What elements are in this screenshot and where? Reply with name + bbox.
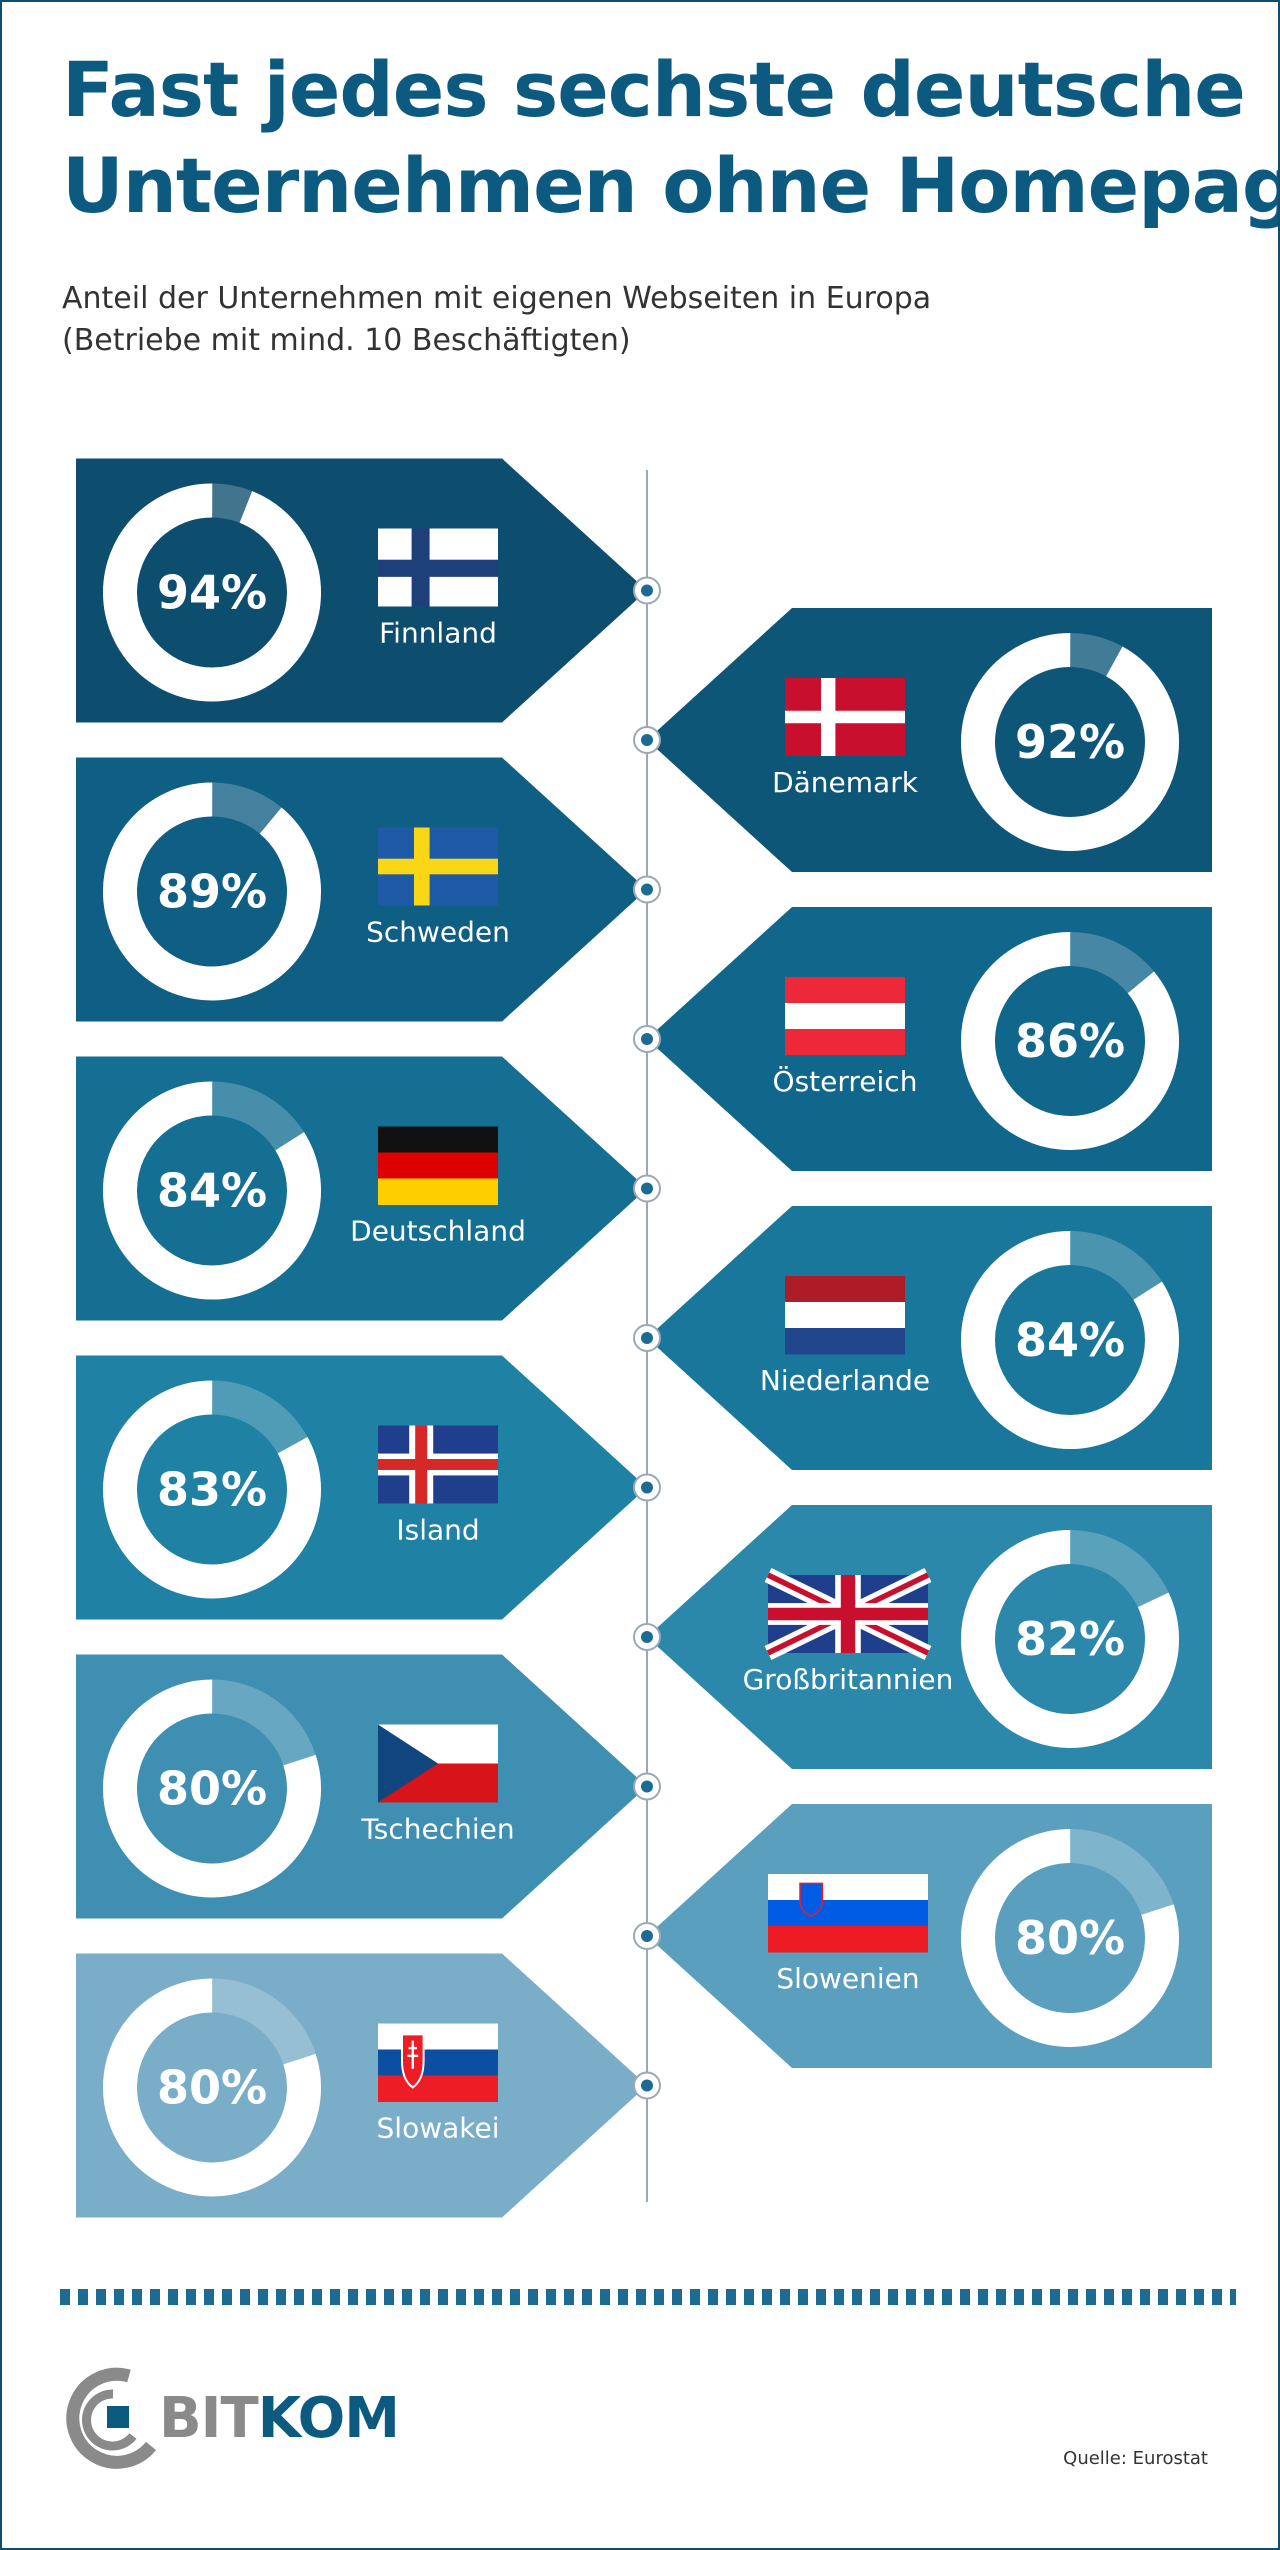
value-label: 80%: [1015, 1911, 1125, 1965]
country-card-shape: [76, 458, 647, 723]
country-card: 92% Dänemark: [647, 608, 1212, 872]
country-label: Slowenien: [776, 1962, 919, 1995]
country-card: 84% Niederlande: [647, 1206, 1212, 1470]
donut-chart: 94% Finnland 92% Dänemark 89% Schweden 86% Öste…: [76, 458, 1212, 2218]
value-label: 82%: [1015, 1612, 1125, 1666]
timeline-marker: [633, 875, 661, 904]
country-card: 89% Schweden: [76, 757, 647, 1022]
donut-arc: [103, 782, 321, 1001]
value-label: 94%: [157, 566, 267, 620]
timeline-marker: [633, 1174, 661, 1203]
donut-arc: [961, 1231, 1179, 1449]
country-card: 80% Tschechien: [76, 1654, 647, 1919]
country-card-shape: [647, 907, 1212, 1171]
donut-arc: [103, 483, 321, 702]
country-card: 82% Großbritannien: [647, 1505, 1212, 1769]
timeline-marker: [633, 726, 661, 754]
subtitle: Anteil der Unternehmen mit eigenen Webse…: [62, 278, 931, 362]
donut-arc: [103, 1679, 321, 1898]
country-label: Niederlande: [760, 1364, 930, 1397]
country-label: Finnland: [379, 617, 497, 650]
timeline-marker: [633, 2071, 661, 2100]
netherlands-flag: [785, 1276, 905, 1355]
value-label: 84%: [1015, 1313, 1125, 1367]
value-label: 80%: [157, 2061, 267, 2115]
country-label: Slowakei: [377, 2112, 500, 2145]
country-card: 80% Slowenien: [647, 1804, 1212, 2068]
germany-flag: [378, 1126, 498, 1205]
source-note: Quelle: Eurostat: [1063, 2448, 1208, 2469]
country-label: Island: [396, 1514, 479, 1547]
value-label: 84%: [157, 1164, 267, 1218]
timeline-marker: [633, 1473, 661, 1502]
title-line-2: Unternehmen ohne Homepage: [62, 141, 1280, 230]
dashed-divider: [60, 2289, 1236, 2305]
donut-arc: [102, 1380, 321, 1599]
country-label: Schweden: [366, 916, 510, 949]
timeline-marker: [633, 1025, 661, 1053]
country-label: Großbritannien: [743, 1663, 954, 1696]
country-label: Deutschland: [350, 1215, 526, 1248]
timeline-marker: [633, 1772, 661, 1801]
slovakia-flag: [378, 2023, 498, 2102]
country-card-shape: [647, 1206, 1212, 1470]
czech-flag: [378, 1724, 498, 1803]
country-card-shape: [76, 1056, 647, 1321]
timeline-marker: [633, 576, 661, 605]
donut-arc: [961, 932, 1179, 1150]
country-label: Tschechien: [360, 1813, 514, 1846]
country-card-shape: [76, 1355, 647, 1620]
country-card: 94% Finnland: [76, 458, 647, 723]
title-line-1: Fast jedes sechste deutsche: [62, 45, 1246, 134]
country-card-shape: [76, 1654, 647, 1919]
donut-arc: [961, 1530, 1179, 1748]
country-card-shape: [76, 757, 647, 1022]
country-card-shape: [647, 608, 1212, 872]
country-card: 84% Deutschland: [76, 1056, 647, 1321]
iceland-flag: [378, 1425, 498, 1504]
bitkom-logo-mark-icon: [66, 2367, 157, 2469]
value-label: 92%: [1015, 715, 1125, 769]
logo-bit: BIT: [159, 2386, 259, 2451]
slovenia-flag: [768, 1874, 928, 1953]
bitkom-logo: BITKOM: [57, 2362, 437, 2472]
donut-arc: [103, 1978, 321, 2197]
donut-arc: [961, 1829, 1179, 2047]
page-title: Fast jedes sechste deutsche Unternehmen …: [62, 42, 1280, 234]
country-label: Dänemark: [772, 766, 919, 799]
country-label: Österreich: [773, 1064, 918, 1098]
timeline-marker: [633, 1324, 661, 1352]
austria-flag: [785, 977, 905, 1055]
uk-flag: [764, 1567, 932, 1661]
timeline-marker: [633, 1922, 661, 1950]
subtitle-line-1: Anteil der Unternehmen mit eigenen Webse…: [62, 281, 932, 316]
logo-kom: KOM: [257, 2386, 400, 2451]
timeline-marker: [633, 1623, 661, 1651]
country-card: 80% Slowakei: [76, 1953, 647, 2218]
country-card-shape: [76, 1953, 647, 2218]
denmark-flag: [785, 678, 905, 756]
value-label: 86%: [1015, 1014, 1125, 1068]
value-label: 89%: [157, 865, 267, 919]
donut-arc: [103, 1081, 321, 1300]
country-card: 83% Island: [76, 1355, 647, 1620]
country-card-shape: [647, 1505, 1212, 1769]
country-card: 86% Österreich: [647, 907, 1212, 1171]
value-label: 80%: [157, 1762, 267, 1816]
sweden-flag: [378, 827, 498, 906]
subtitle-line-2: (Betriebe mit mind. 10 Beschäftigten): [62, 323, 631, 358]
country-card-shape: [647, 1804, 1212, 2068]
value-label: 83%: [157, 1463, 267, 1517]
bitkom-logo-text: BITKOM: [159, 2386, 400, 2451]
finland-flag: [378, 528, 498, 607]
